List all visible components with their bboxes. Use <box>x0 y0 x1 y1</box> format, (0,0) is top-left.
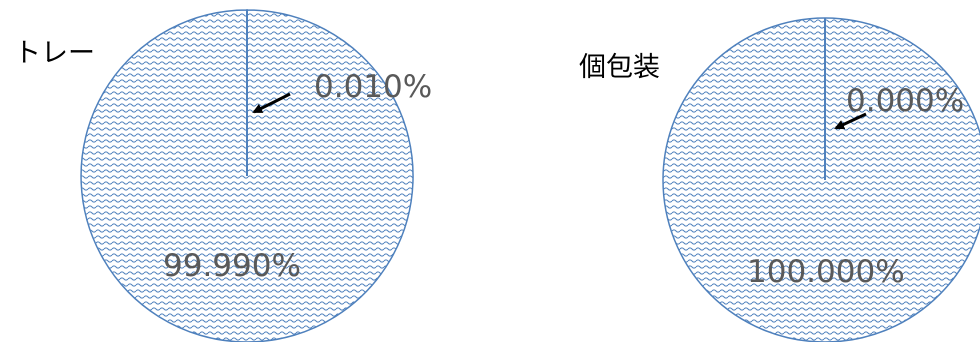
pie-slice-1-1 <box>662 17 980 342</box>
chart-title-tray: トレー <box>14 38 95 69</box>
slice-label-large-tray: 99.990% <box>163 248 301 284</box>
slice-label-large-individual-pack: 100.000% <box>747 254 905 290</box>
pointer-arrow-tray <box>252 92 291 114</box>
slice-label-small-individual-pack: 0.000% <box>846 83 964 119</box>
pointer-arrow-individual-pack <box>834 112 867 130</box>
chart-title-individual-pack: 個包装 <box>579 52 660 83</box>
pie-chart-tray: トレー 0.010% 99.990% <box>14 9 432 342</box>
slice-label-small-tray: 0.010% <box>314 69 432 105</box>
pie-chart-individual-pack: 個包装 0.000% 100.000% <box>579 17 980 342</box>
